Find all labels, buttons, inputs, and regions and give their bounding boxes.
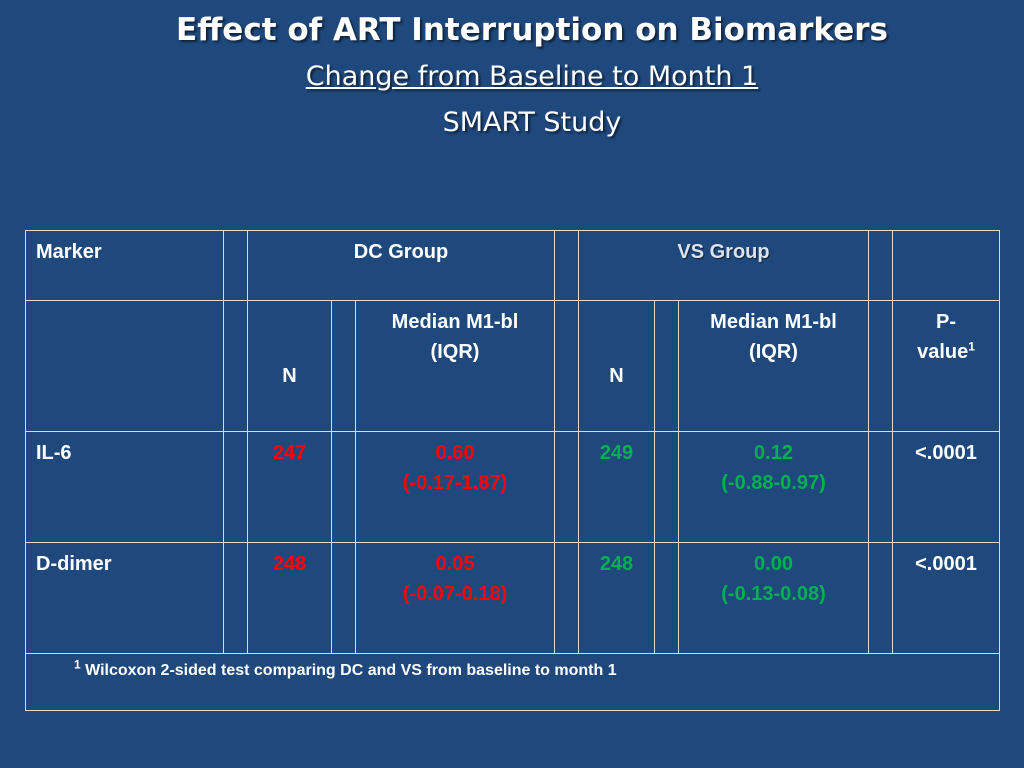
marker-name: IL-6 — [25, 431, 224, 543]
spacer-cell — [223, 542, 248, 654]
vs-median-value: 0.00 (-0.13-0.08) — [678, 542, 869, 654]
dc-median-value: 0.60 (-0.17-1.87) — [355, 431, 555, 543]
marker-name: D-dimer — [25, 542, 224, 654]
vs-n-value: 248 — [578, 542, 655, 654]
p-value-label: value — [917, 341, 969, 363]
vs-n-header: N — [578, 300, 655, 432]
spacer-cell — [554, 542, 579, 654]
p-value-header-line2: value1 — [893, 337, 999, 367]
dc-median-header-line1: Median M1-bl — [391, 311, 519, 333]
dc-median: 0.05 — [435, 553, 475, 575]
dc-n-value: 248 — [247, 542, 332, 654]
spacer-cell — [331, 431, 356, 543]
biomarker-table: Marker DC Group VS Group N Median M1-bl … — [25, 230, 1000, 711]
vs-median-header-line1: Median M1-bl — [710, 311, 837, 333]
slide-subtitle: Change from Baseline to Month 1 — [305, 61, 759, 92]
p-value-header-line1: P- — [936, 311, 956, 333]
spacer-cell — [868, 300, 893, 432]
spacer-cell — [223, 300, 248, 432]
dc-n-value: 247 — [247, 431, 332, 543]
dc-median-header-line2: (IQR) — [430, 341, 480, 363]
p-value-header: P- value1 — [892, 300, 1000, 432]
vs-median-value: 0.12 (-0.88-0.97) — [678, 431, 869, 543]
vs-median-header: Median M1-bl (IQR) — [678, 300, 869, 432]
footnote-marker: 1 — [968, 339, 975, 354]
p-value: <.0001 — [892, 431, 1000, 543]
empty-cell — [892, 230, 1000, 301]
spacer-cell — [223, 431, 248, 543]
slide-title: Effect of ART Interruption on Biomarkers — [176, 12, 888, 48]
study-name: SMART Study — [442, 107, 622, 138]
footnote: 1 Wilcoxon 2-sided test comparing DC and… — [25, 653, 1000, 711]
spacer-cell — [654, 431, 679, 543]
spacer-cell — [868, 431, 893, 543]
table-row: IL-6 247 0.60 (-0.17-1.87) 249 0.12 (-0.… — [25, 431, 1000, 543]
footnote-number: 1 — [74, 657, 81, 672]
vs-iqr: (-0.13-0.08) — [721, 583, 826, 605]
vs-group-header: VS Group — [578, 230, 869, 301]
vs-median: 0.12 — [754, 442, 793, 464]
vs-median: 0.00 — [754, 553, 793, 575]
empty-cell — [25, 300, 224, 432]
table-header-row: Marker DC Group VS Group — [25, 230, 1000, 301]
table-footnote-row: 1 Wilcoxon 2-sided test comparing DC and… — [25, 653, 1000, 711]
dc-iqr: (-0.07-0.18) — [402, 583, 508, 605]
dc-median: 0.60 — [435, 442, 475, 464]
slide-titles: Effect of ART Interruption on Biomarkers… — [0, 6, 1024, 146]
dc-iqr: (-0.17-1.87) — [402, 472, 508, 494]
spacer-cell — [868, 230, 893, 301]
vs-iqr: (-0.88-0.97) — [721, 472, 826, 494]
marker-header: Marker — [25, 230, 224, 301]
p-value: <.0001 — [892, 542, 1000, 654]
spacer-cell — [554, 300, 579, 432]
spacer-cell — [223, 230, 248, 301]
vs-median-header-line2: (IQR) — [749, 341, 798, 363]
vs-n-value: 249 — [578, 431, 655, 543]
dc-n-header: N — [247, 300, 332, 432]
table-row: D-dimer 248 0.05 (-0.07-0.18) 248 0.00 (… — [25, 542, 1000, 654]
spacer-cell — [554, 431, 579, 543]
dc-group-header: DC Group — [247, 230, 555, 301]
table-subheader-row: N Median M1-bl (IQR) N Median M1-bl (IQR… — [25, 300, 1000, 432]
spacer-cell — [554, 230, 579, 301]
spacer-cell — [654, 300, 679, 432]
spacer-cell — [868, 542, 893, 654]
spacer-cell — [654, 542, 679, 654]
spacer-cell — [331, 300, 356, 432]
dc-median-value: 0.05 (-0.07-0.18) — [355, 542, 555, 654]
dc-median-header: Median M1-bl (IQR) — [355, 300, 555, 432]
footnote-text: Wilcoxon 2-sided test comparing DC and V… — [80, 662, 617, 679]
spacer-cell — [331, 542, 356, 654]
